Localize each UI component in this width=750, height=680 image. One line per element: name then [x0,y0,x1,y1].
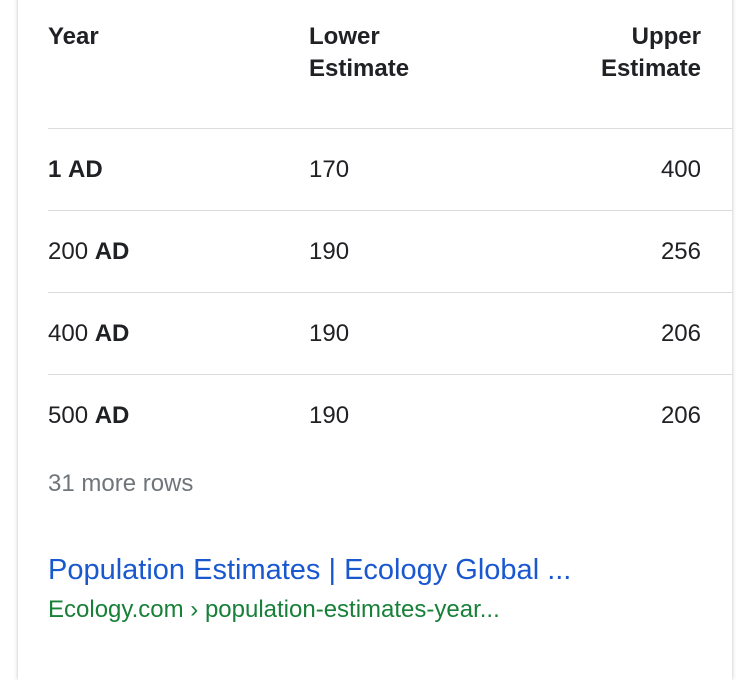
year-number: 200 [48,238,89,265]
year-cell: 400 AD [48,293,129,375]
year-era: AD [68,156,103,183]
year-number: 500 [48,402,89,429]
result-card: Year Lower Estimate Upper Estimate 1 AD 1… [18,0,733,680]
page: {"table":{"header":["Year","Lower Estima… [48,23,733,623]
upper-cell: 256 [660,238,701,265]
year-era: AD [94,238,130,265]
upper-cell: 400 [660,156,701,183]
lower-cell: 190 [309,238,350,265]
table-row: 500 AD 190 206 [48,374,733,457]
lower-cell: 190 [309,320,350,347]
table-row: 200 AD 190 256 [48,210,733,293]
result-url[interactable]: Ecology.com › population-estimates-year.… [48,596,500,623]
year-cell: 200 AD [48,211,129,293]
body: Year Lower Estimate Upper Estimate 1 AD 1… [48,23,733,623]
year-number: 400 [48,320,89,347]
result-title-link[interactable]: Population Estimates | Ecology Global ..… [48,554,572,586]
lower-cell: 170 [309,156,350,183]
year-era: AD [94,320,130,347]
column-header: Lower Estimate [309,23,410,82]
more-rows-link[interactable]: 31 more rows [48,470,194,497]
upper-cell: 206 [660,402,701,429]
table-row: 400 AD 190 206 [48,292,733,375]
column-header: Year [48,23,99,50]
column-header: Upper Estimate [600,23,701,82]
lower-cell: 190 [309,402,350,429]
table-row: 1 AD 170 400 [48,128,733,211]
year-number: 1 [48,156,62,183]
year-cell: 1 AD [48,129,103,211]
year-era: AD [94,402,130,429]
upper-cell: 206 [660,320,701,347]
year-cell: 500 AD [48,375,129,457]
